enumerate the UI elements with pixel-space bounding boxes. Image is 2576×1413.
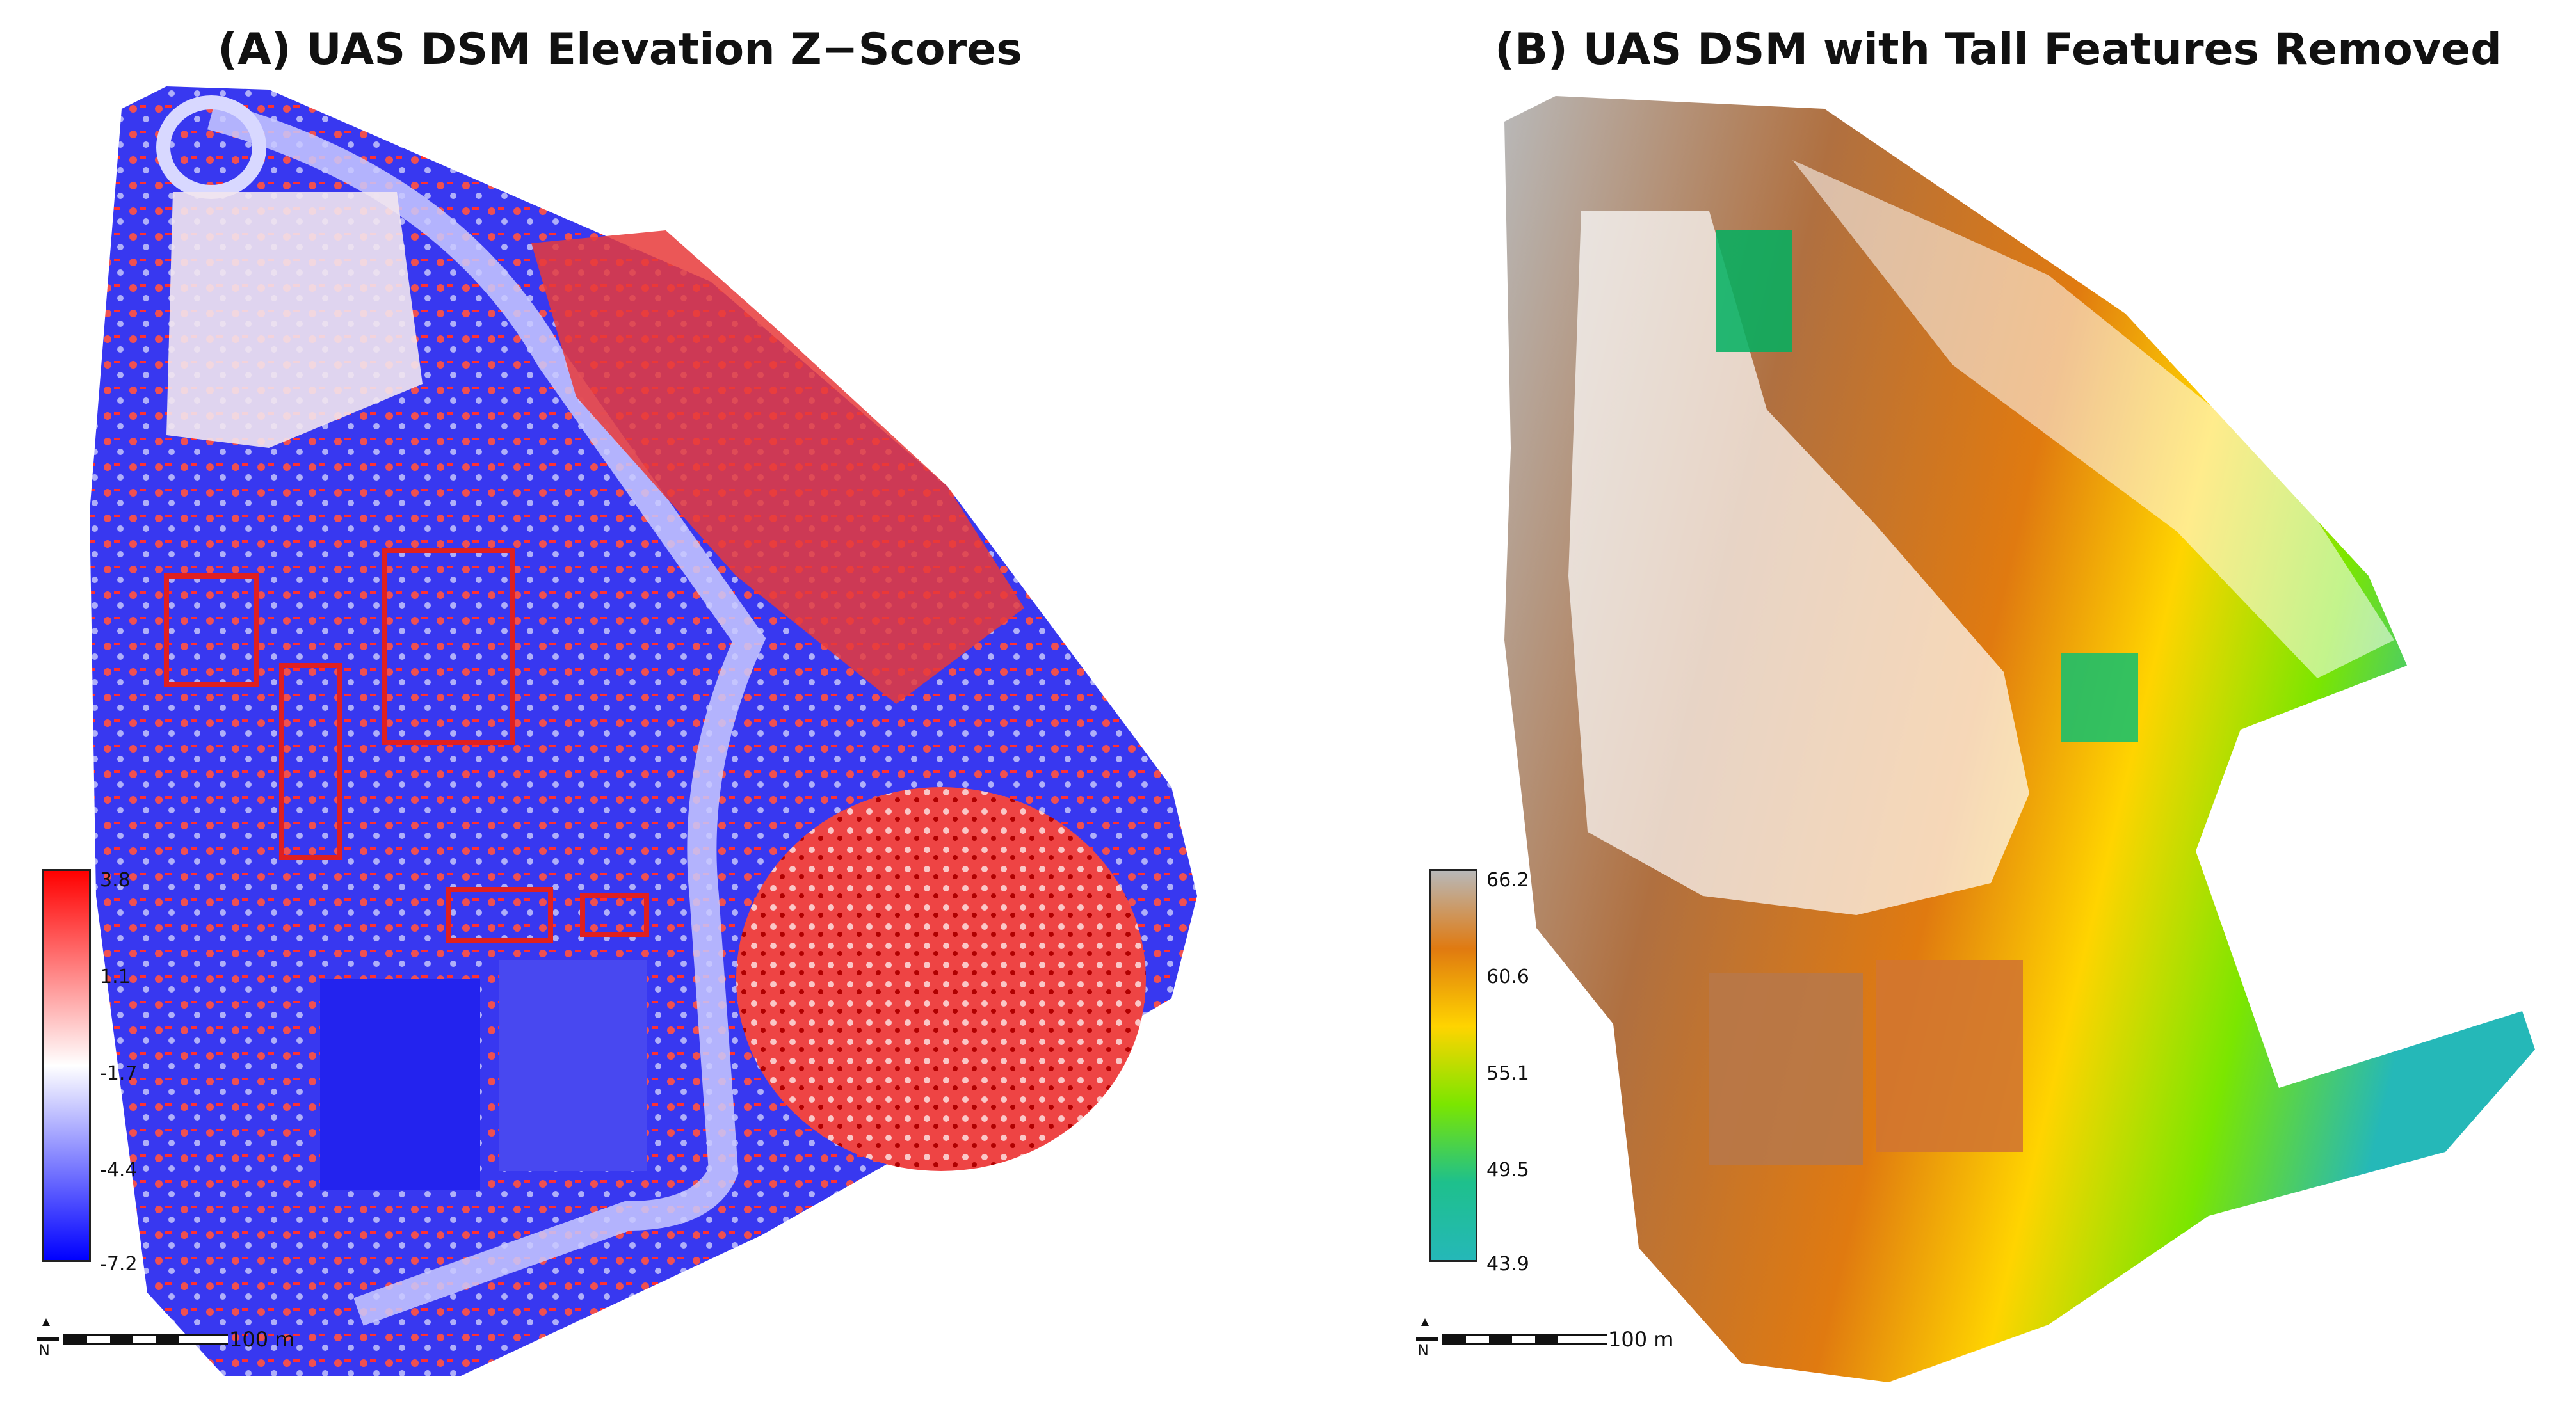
panel-a-road (207, 100, 766, 1326)
panel-a-tick: -1.7 (100, 1062, 138, 1085)
panel-a-tick: 1.1 (100, 966, 131, 988)
panel-a-field (320, 979, 480, 1190)
panel-b-scale-label: 100 m (1608, 1327, 1674, 1352)
panel-a-wooded-area (736, 787, 1146, 1171)
panel-b-tick: 55.1 (1486, 1062, 1529, 1085)
panel-b-field (1709, 973, 1863, 1165)
panel-a-scale-graphic (37, 1318, 251, 1345)
panel-a-north-treeline (531, 230, 1024, 704)
panel-b-tick: 49.5 (1486, 1159, 1529, 1181)
panel-a-north-label: N (38, 1341, 50, 1359)
panel-b-void (1568, 211, 2029, 915)
panel-a-scale-label: 100 m (229, 1327, 295, 1352)
panel-b-north-label: N (1417, 1341, 1429, 1359)
panel-a-colorbar (42, 869, 91, 1262)
panel-a-map (90, 86, 1197, 1376)
panel-a-quarry (166, 192, 423, 448)
panel-a-building (382, 548, 515, 745)
panel-b-basin (2061, 653, 2138, 742)
panel-a-building (580, 893, 649, 937)
panel-b-field (1876, 960, 2023, 1152)
panel-b-basin (1716, 230, 1792, 352)
panel-b-title: (B) UAS DSM with Tall Features Removed (1495, 24, 2502, 75)
panel-b-colorbar (1429, 869, 1477, 1262)
panel-a-field (499, 960, 647, 1171)
panel-a-tick: -7.2 (100, 1253, 138, 1275)
panel-b-map (1504, 96, 2535, 1382)
panel-a-tick: -4.4 (100, 1159, 138, 1181)
panel-b-scale-bar: N 100 m (1415, 1318, 1673, 1359)
panel-b-void-north (1792, 160, 2394, 678)
panel-a-building (446, 887, 553, 943)
panel-b-tick: 60.6 (1486, 966, 1529, 988)
panel-a-title: (A) UAS DSM Elevation Z−Scores (218, 24, 1022, 75)
panel-a-tick: 3.8 (100, 869, 131, 891)
panel-a-building (164, 573, 259, 687)
panel-b-tick: 66.2 (1486, 869, 1529, 891)
panel-b-scale-graphic (1416, 1318, 1630, 1345)
panel-a-building (279, 663, 342, 860)
panel-a-scale-bar: N 100 m (36, 1318, 294, 1359)
panel-b-tick: 43.9 (1486, 1253, 1529, 1275)
